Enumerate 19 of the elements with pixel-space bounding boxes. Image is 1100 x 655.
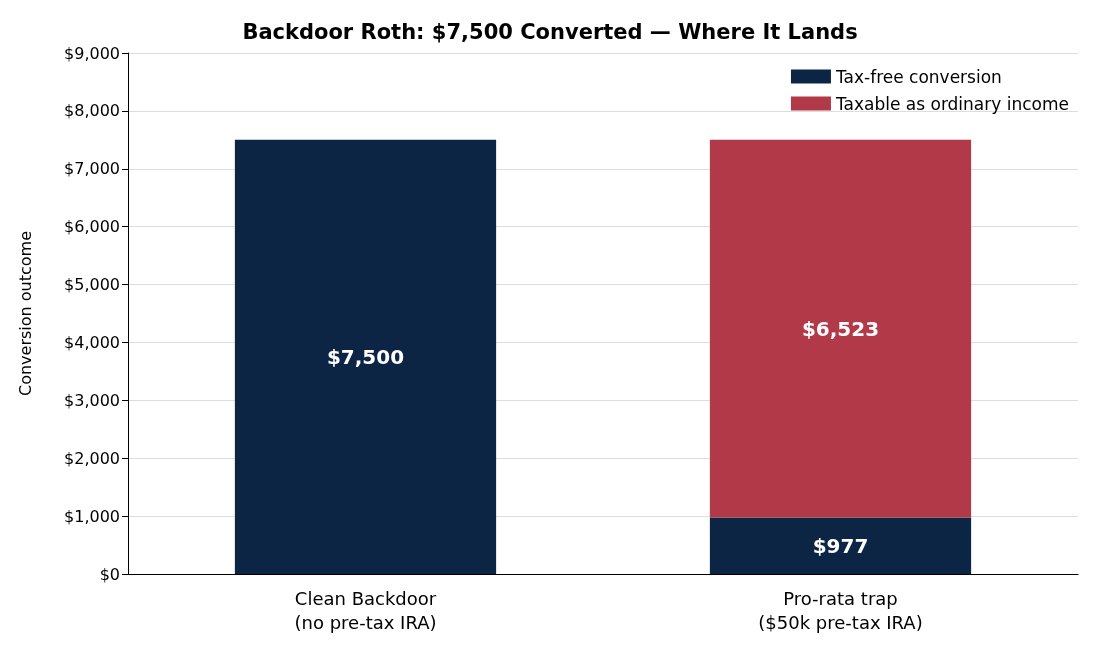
y-tick-label: $4,000 (64, 332, 120, 352)
y-tick-label: $3,000 (64, 390, 120, 410)
y-tick-label: $7,000 (64, 159, 120, 179)
chart-title: Backdoor Roth: $7,500 Converted — Where It Lands (242, 19, 858, 44)
y-tick-label: $2,000 (64, 448, 120, 468)
x-tick-label: Pro-rata trap ($50k pre-tax IRA) (758, 587, 923, 633)
data-label: $6,523 (801, 316, 880, 341)
y-tick-label: $9,000 (64, 43, 120, 63)
y-tick-label: $8,000 (64, 101, 120, 121)
y-tick-label: $0 (99, 564, 120, 584)
data-label: $977 (812, 533, 869, 558)
y-tick-label: $1,000 (64, 506, 120, 526)
y-tick-label: $5,000 (64, 275, 120, 295)
y-tick-label: $6,000 (64, 217, 120, 237)
data-label: $7,500 (326, 344, 405, 369)
x-tick-label: Clean Backdoor (no pre-tax IRA) (294, 587, 437, 633)
legend-label: Taxable as ordinary income (834, 93, 1070, 114)
y-axis-title: Conversion outcome (15, 230, 35, 397)
legend-label: Tax-free conversion (834, 66, 1002, 87)
